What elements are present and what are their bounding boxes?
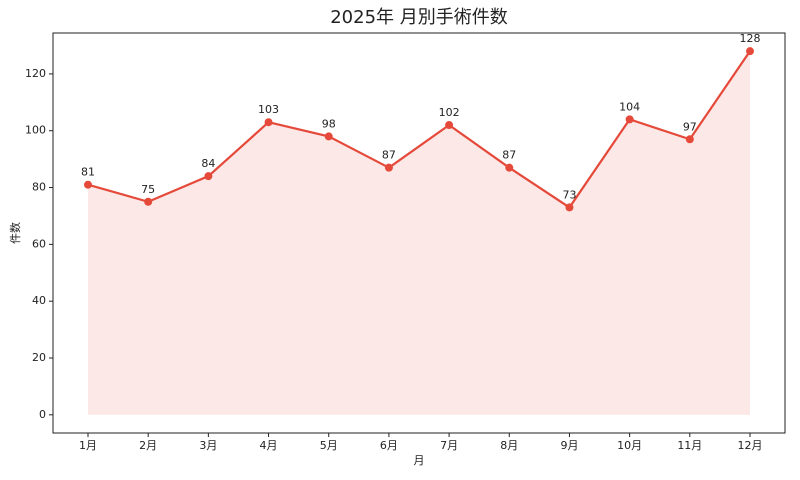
y-tick-label: 0 bbox=[39, 408, 46, 421]
marker bbox=[384, 163, 393, 172]
marker bbox=[204, 172, 213, 181]
y-tick-label: 60 bbox=[32, 237, 46, 250]
data-label: 75 bbox=[141, 183, 155, 196]
x-tick-label: 7月 bbox=[440, 439, 458, 452]
data-label: 73 bbox=[562, 188, 576, 201]
data-label: 84 bbox=[201, 157, 215, 170]
marker bbox=[84, 180, 92, 189]
x-tick-label: 1月 bbox=[79, 439, 97, 452]
x-tick-label: 10月 bbox=[617, 439, 642, 452]
y-axis-label: 件数 bbox=[9, 222, 22, 244]
data-label: 81 bbox=[81, 166, 95, 179]
y-tick-label: 20 bbox=[32, 351, 46, 364]
y-tick-label: 40 bbox=[32, 294, 46, 307]
area bbox=[88, 51, 750, 415]
data-label: 103 bbox=[258, 103, 279, 116]
line bbox=[87, 50, 751, 209]
x-tick-label: 8月 bbox=[500, 439, 518, 452]
data-label: 128 bbox=[740, 32, 761, 45]
y-tick-label: 120 bbox=[25, 67, 46, 80]
y-tick-label: 100 bbox=[25, 124, 46, 137]
marker bbox=[746, 47, 754, 56]
marker bbox=[264, 118, 273, 127]
marker bbox=[685, 135, 694, 144]
marker bbox=[144, 197, 153, 206]
marker bbox=[324, 132, 333, 141]
x-tick-label: 12月 bbox=[738, 439, 763, 452]
marker bbox=[625, 115, 634, 124]
x-tick-label: 6月 bbox=[380, 439, 398, 452]
x-tick-label: 9月 bbox=[560, 439, 578, 452]
marker bbox=[505, 163, 514, 172]
y-tick-label: 80 bbox=[32, 181, 46, 194]
data-label: 102 bbox=[439, 106, 460, 119]
plot-frame bbox=[52, 32, 786, 434]
x-tick-label: 3月 bbox=[199, 439, 217, 452]
data-label: 87 bbox=[382, 149, 396, 162]
data-label: 87 bbox=[502, 149, 516, 162]
chart-title: 2025年 月別手術件数 bbox=[330, 7, 508, 28]
x-tick-label: 4月 bbox=[260, 439, 278, 452]
data-label: 98 bbox=[322, 117, 336, 130]
data-label: 97 bbox=[683, 120, 697, 133]
marker bbox=[445, 121, 454, 130]
marker bbox=[565, 203, 574, 212]
data-label: 104 bbox=[619, 100, 640, 113]
x-tick-label: 11月 bbox=[677, 439, 702, 452]
x-axis-label: 月 bbox=[414, 454, 425, 467]
x-tick-label: 5月 bbox=[320, 439, 338, 452]
x-tick-label: 2月 bbox=[139, 439, 157, 452]
